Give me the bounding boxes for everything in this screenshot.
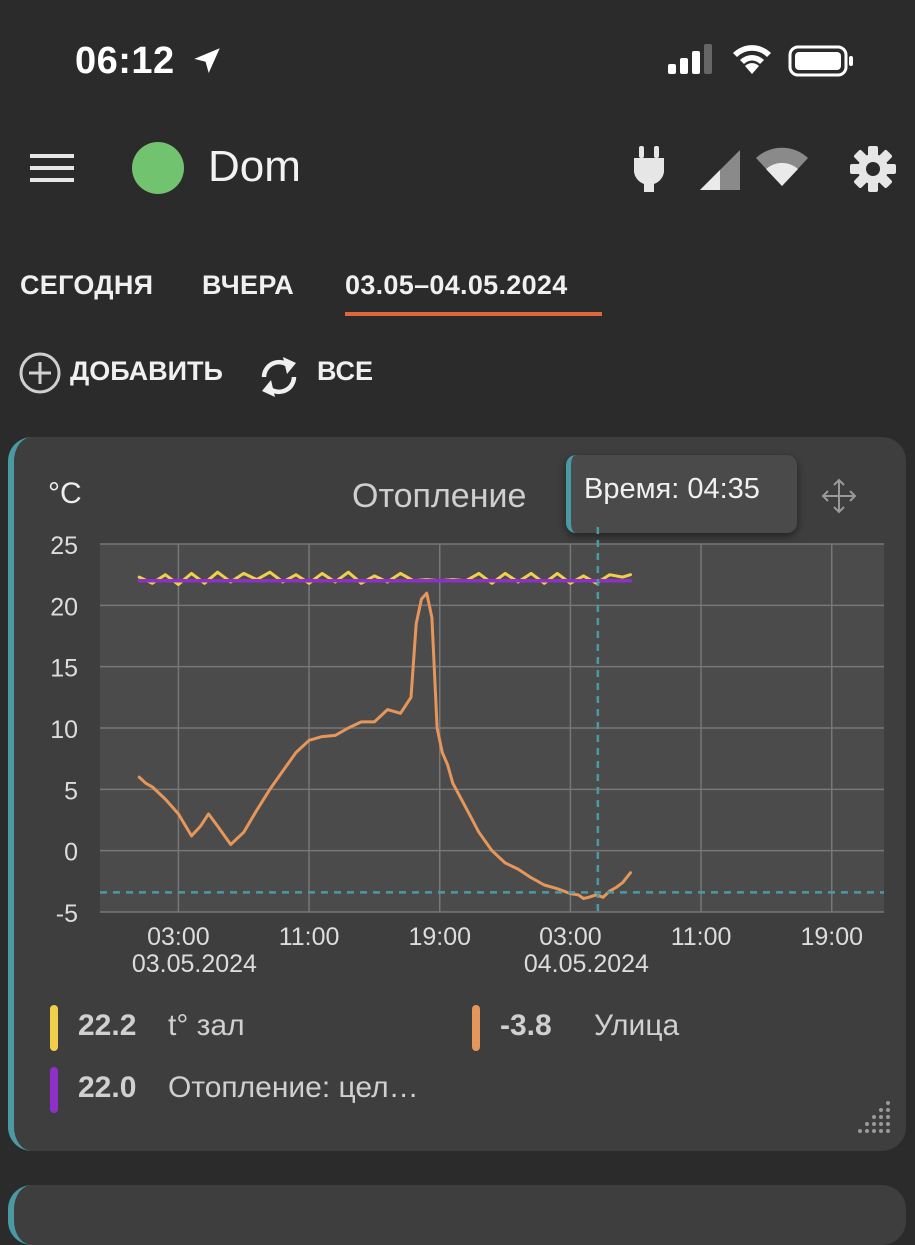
legend-name: t° зал bbox=[168, 1009, 245, 1042]
tab-today[interactable]: СЕГОДНЯ bbox=[20, 270, 154, 300]
gear-icon[interactable] bbox=[848, 144, 898, 194]
x-tick-label: 11:00 bbox=[671, 923, 732, 951]
sync-icon bbox=[261, 357, 297, 397]
time-tooltip: Время: 04:35 bbox=[566, 455, 797, 533]
next-card bbox=[8, 1185, 906, 1245]
y-tick-label: 10 bbox=[50, 716, 78, 744]
cell-signal-icon bbox=[668, 44, 712, 74]
x-tick-label: 19:00 bbox=[408, 923, 471, 951]
app-title: Dom bbox=[208, 142, 301, 191]
app-header: Dom bbox=[0, 130, 915, 210]
wifi-icon bbox=[756, 147, 808, 186]
x-tick-label: 19:00 bbox=[800, 923, 863, 951]
connection-status-dot bbox=[132, 142, 184, 194]
y-tick-label: 0 bbox=[64, 839, 78, 867]
legend-swatch bbox=[472, 1005, 480, 1051]
move-icon[interactable] bbox=[820, 477, 858, 515]
date-tabs: СЕГОДНЯ ВЧЕРА 03.05–04.05.2024 bbox=[0, 262, 915, 322]
status-bar: 06:12 bbox=[0, 0, 915, 120]
tab-yesterday[interactable]: ВЧЕРА bbox=[202, 270, 295, 300]
legend-value: 22.0 bbox=[78, 1071, 137, 1104]
menu-icon[interactable] bbox=[28, 148, 76, 188]
add-circle-icon bbox=[19, 352, 61, 394]
wifi-icon bbox=[733, 45, 771, 74]
chart-title: Отопление bbox=[352, 477, 527, 515]
tooltip-text: Время: 04:35 bbox=[584, 473, 760, 505]
status-time: 06:12 bbox=[75, 40, 175, 82]
y-tick-label: 5 bbox=[64, 777, 78, 805]
x-tick-label: 11:00 bbox=[279, 923, 340, 951]
unit-label: °C bbox=[48, 477, 82, 510]
add-button-label: ДОБАВИТЬ bbox=[70, 356, 223, 386]
legend-item-street[interactable]: -3.8 Улица bbox=[472, 1001, 852, 1061]
cell-signal-icon bbox=[700, 150, 740, 190]
y-tick-label: 20 bbox=[50, 593, 78, 621]
action-bar: ДОБАВИТЬ ВСЕ bbox=[0, 345, 915, 405]
legend-item-heating-target[interactable]: 22.0 Отопление: цел… bbox=[50, 1063, 610, 1123]
legend-swatch bbox=[50, 1067, 58, 1113]
location-arrow-icon bbox=[194, 48, 220, 74]
chart-card: °C Отопление Время: 04:35 25 20 15 10 5 0 -5 03… bbox=[8, 437, 906, 1151]
plug-icon bbox=[634, 146, 664, 192]
legend-value: 22.2 bbox=[78, 1009, 137, 1042]
battery-icon bbox=[788, 45, 853, 77]
x-tick-label: 03:00 bbox=[147, 923, 210, 951]
legend-name: Улица bbox=[594, 1009, 680, 1042]
all-button-label: ВСЕ bbox=[317, 356, 373, 386]
x-tick-date-label: 03.05.2024 bbox=[132, 950, 257, 978]
legend-item-hall-temp[interactable]: 22.2 t° зал bbox=[50, 1001, 430, 1061]
legend-swatch bbox=[50, 1005, 58, 1051]
tab-date-range[interactable]: 03.05–04.05.2024 bbox=[345, 270, 568, 300]
series-line bbox=[137, 591, 632, 900]
active-tab-indicator bbox=[345, 312, 602, 316]
x-tick-label: 03:00 bbox=[539, 923, 602, 951]
y-tick-label: 25 bbox=[50, 532, 78, 560]
legend-value: -3.8 bbox=[500, 1009, 552, 1042]
y-tick-label: 15 bbox=[50, 655, 78, 683]
y-tick-label: -5 bbox=[56, 900, 78, 928]
legend-name: Отопление: цел… bbox=[168, 1071, 419, 1104]
x-tick-date-label: 04.05.2024 bbox=[524, 950, 649, 978]
resize-handle-icon[interactable] bbox=[854, 1097, 894, 1137]
